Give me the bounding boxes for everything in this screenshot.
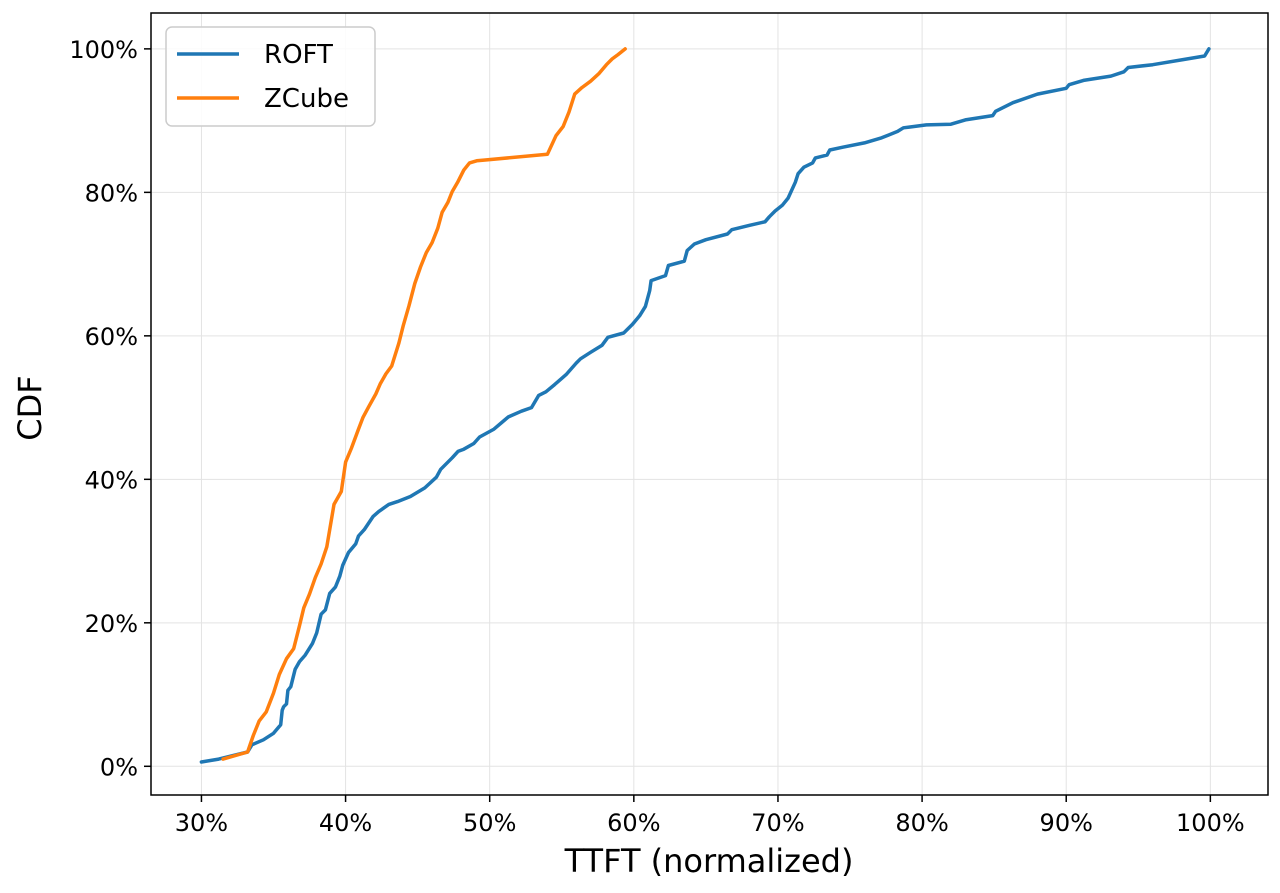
series-line-zcube: [221, 47, 627, 761]
legend: ROFT ZCube: [165, 26, 376, 127]
x-axis-title: TTFT (normalized): [564, 842, 854, 880]
x-tick-label: 30%: [175, 809, 228, 837]
x-tick-label: 60%: [607, 809, 660, 837]
legend-box: [165, 26, 376, 127]
y-tick-label: 80%: [85, 179, 138, 207]
x-tick-label: 50%: [463, 809, 516, 837]
y-tick-label: 0%: [100, 753, 138, 781]
x-tick-label: 70%: [751, 809, 804, 837]
legend-label-zcube: ZCube: [264, 84, 349, 114]
series-lines: [199, 47, 1211, 764]
grid-lines: [151, 13, 1268, 795]
x-tick-label: 90%: [1040, 809, 1093, 837]
legend-label-roft: ROFT: [264, 40, 333, 70]
y-axis-title: CDF: [11, 375, 49, 440]
x-tick-label: 80%: [895, 809, 948, 837]
y-tick-label: 20%: [85, 610, 138, 638]
x-tick-label: 100%: [1176, 809, 1245, 837]
y-tick-label: 60%: [85, 323, 138, 351]
axis-ticks: 30% 40% 50% 60% 70% 80% 90% 100% 0% 20% 40% 60% 80% 1…: [69, 36, 1244, 837]
y-tick-label: 40%: [85, 466, 138, 494]
series-line-roft: [199, 47, 1211, 764]
y-tick-label: 100%: [69, 36, 138, 64]
plot-frame: [150, 12, 1269, 796]
x-tick-label: 40%: [319, 809, 372, 837]
